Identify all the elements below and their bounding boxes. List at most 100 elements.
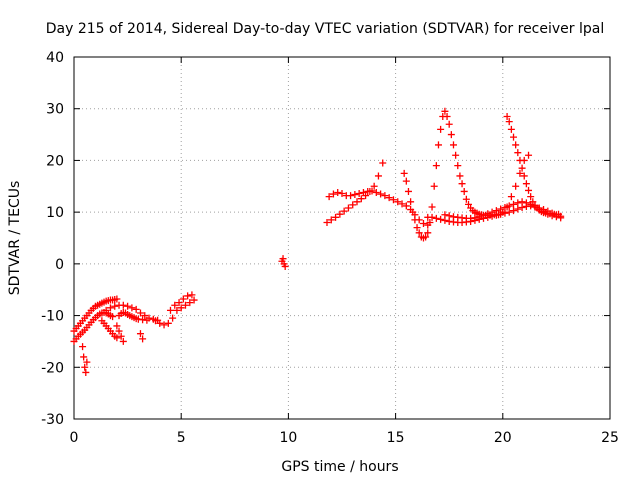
- data-point: [171, 301, 179, 309]
- data-point: [555, 210, 563, 218]
- data-point: [462, 195, 470, 203]
- data-point: [445, 212, 453, 220]
- data-point: [139, 335, 147, 343]
- data-point: [334, 188, 342, 196]
- data-point: [136, 330, 144, 338]
- y-tick-label: 40: [46, 50, 64, 66]
- data-point: [449, 141, 457, 149]
- data-point: [413, 224, 421, 232]
- data-point: [368, 187, 376, 195]
- data-point: [173, 306, 181, 314]
- data-point: [510, 207, 518, 215]
- data-point: [441, 211, 449, 219]
- x-tick-label: 0: [70, 430, 79, 446]
- data-point: [151, 317, 159, 325]
- data-point: [351, 191, 359, 199]
- data-point: [557, 214, 565, 222]
- axis-ticks: 0 5 10 15 20 25 -30 -20 -10 0 10 20 30 40: [41, 50, 619, 446]
- data-point: [499, 208, 507, 216]
- data-point: [518, 164, 526, 172]
- data-point: [512, 141, 520, 149]
- data-point: [329, 190, 337, 198]
- x-tick-label: 10: [279, 430, 297, 446]
- data-point: [119, 337, 127, 345]
- data-point: [332, 213, 340, 221]
- x-tick-label: 25: [601, 430, 619, 446]
- data-point: [377, 190, 385, 198]
- data-point: [409, 208, 417, 216]
- y-tick-label: -20: [41, 360, 64, 376]
- data-point: [428, 213, 436, 221]
- data-point: [525, 186, 533, 194]
- data-point: [441, 107, 449, 115]
- data-point: [175, 299, 183, 307]
- data-point: [407, 198, 415, 206]
- data-point: [279, 255, 287, 263]
- gridlines: [74, 57, 610, 419]
- data-point: [460, 187, 468, 195]
- data-point: [432, 162, 440, 170]
- data-points: [70, 107, 565, 376]
- x-tick-label: 5: [177, 430, 186, 446]
- data-point: [484, 210, 492, 218]
- data-point: [488, 208, 496, 216]
- data-point: [492, 207, 500, 215]
- data-point: [505, 208, 513, 216]
- data-point: [381, 192, 389, 200]
- data-point: [520, 156, 528, 164]
- data-point: [456, 172, 464, 180]
- x-tick-label: 20: [494, 430, 512, 446]
- y-tick-label: -30: [41, 412, 64, 428]
- data-point: [338, 190, 346, 198]
- data-point: [82, 368, 90, 376]
- data-point: [422, 233, 430, 241]
- data-point: [510, 200, 518, 208]
- data-point: [402, 202, 410, 210]
- data-point: [419, 220, 427, 228]
- data-point: [495, 211, 503, 219]
- data-point: [507, 125, 515, 133]
- data-point: [510, 133, 518, 141]
- data-point: [430, 182, 438, 190]
- data-point: [177, 304, 185, 312]
- data-point: [520, 172, 528, 180]
- data-point: [529, 198, 537, 206]
- data-point: [507, 193, 515, 201]
- y-tick-label: 10: [46, 205, 64, 221]
- data-point: [452, 151, 460, 159]
- data-point: [503, 112, 511, 120]
- data-point: [372, 188, 380, 196]
- x-tick-label: 15: [387, 430, 405, 446]
- data-point: [119, 301, 127, 309]
- data-point: [181, 301, 189, 309]
- y-axis-label: SDTVAR / TECUs: [7, 181, 23, 296]
- data-point: [514, 205, 522, 213]
- data-point: [437, 215, 445, 223]
- data-point: [156, 319, 164, 327]
- data-point: [516, 169, 524, 177]
- data-point: [424, 229, 432, 237]
- data-point: [374, 172, 382, 180]
- chart-title: Day 215 of 2014, Sidereal Day-to-day VTE…: [46, 21, 604, 37]
- data-point: [160, 321, 168, 329]
- data-point: [106, 304, 114, 312]
- data-point: [184, 292, 192, 300]
- y-tick-label: 0: [55, 257, 64, 273]
- data-point: [402, 177, 410, 185]
- data-point: [117, 332, 125, 340]
- data-point: [415, 229, 423, 237]
- data-point: [394, 198, 402, 206]
- data-point: [434, 141, 442, 149]
- data-point: [344, 204, 352, 212]
- data-point: [169, 314, 177, 322]
- data-point: [327, 216, 335, 224]
- data-point: [357, 195, 365, 203]
- data-point: [428, 203, 436, 211]
- data-point: [447, 131, 455, 139]
- data-point: [458, 180, 466, 188]
- data-point: [132, 305, 140, 313]
- data-point: [475, 213, 483, 221]
- data-point: [349, 201, 357, 209]
- data-point: [505, 118, 513, 126]
